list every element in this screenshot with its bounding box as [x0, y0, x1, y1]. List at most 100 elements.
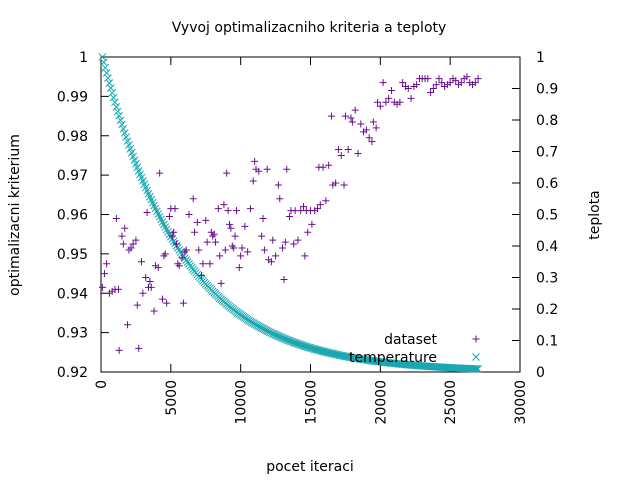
temperature-point — [122, 133, 130, 141]
dataset-point — [191, 228, 199, 236]
x-tick-label: 20000 — [373, 380, 389, 425]
temperature-point — [474, 365, 482, 373]
y-tick-label: 1 — [79, 50, 88, 66]
dataset-point — [399, 79, 407, 87]
dataset-point — [171, 205, 179, 213]
y-tick-label: 0.96 — [57, 208, 88, 224]
dataset-point — [276, 195, 284, 203]
x-axis-ticks: 0 5000 10000 15000 20000 25000 30000 — [94, 57, 529, 425]
dataset-point — [124, 321, 132, 329]
y-tick-label: 0.97 — [57, 168, 88, 184]
dataset-point — [212, 238, 220, 246]
dataset-point — [435, 75, 443, 83]
dataset-point — [463, 73, 471, 81]
dataset-point — [396, 98, 404, 106]
temperature-point — [303, 343, 312, 351]
dataset-point — [300, 203, 308, 211]
dataset-point — [269, 236, 277, 244]
y-tick-label: 0.94 — [57, 286, 88, 302]
dataset-point — [98, 283, 106, 291]
dataset-point — [344, 146, 352, 154]
dataset-point — [165, 212, 173, 220]
dataset-point — [251, 157, 259, 165]
dataset-point — [119, 240, 127, 248]
temperature-point — [287, 337, 295, 346]
dataset-point — [255, 167, 263, 175]
dataset-point — [347, 114, 355, 122]
y2-tick-label: 0.2 — [536, 302, 558, 318]
dataset-point — [374, 98, 382, 106]
dataset-point — [452, 77, 460, 85]
dataset-point — [286, 212, 294, 220]
dataset-point — [280, 275, 288, 283]
legend-label-temperature: temperature — [349, 350, 437, 366]
dataset-point — [301, 252, 309, 260]
temperature-point — [289, 338, 298, 347]
dataset-point — [150, 307, 158, 315]
dataset-point — [244, 248, 252, 256]
dataset-point — [332, 179, 340, 187]
dataset-point — [115, 346, 123, 354]
dataset-point — [313, 205, 321, 213]
dataset-point — [351, 106, 359, 114]
dataset-point — [156, 169, 164, 177]
temperature-point — [299, 341, 308, 350]
dataset-point — [279, 244, 287, 252]
dataset-point — [474, 75, 482, 83]
dataset-point — [429, 85, 437, 92]
dataset-point — [379, 79, 387, 87]
y2-axis-ticks: 0 0.1 0.2 0.3 0.4 0.5 0.6 0.7 0.8 0.9 1 — [512, 50, 558, 381]
temperature-point — [296, 340, 305, 349]
dataset-point — [170, 228, 178, 236]
dataset-point — [337, 151, 345, 159]
x-tick-label: 30000 — [513, 380, 529, 425]
y2-tick-label: 0 — [536, 365, 545, 381]
legend: dataset temperature — [349, 332, 480, 366]
temperature-point — [281, 335, 290, 343]
dataset-point — [202, 216, 210, 224]
temperature-point — [282, 335, 291, 344]
dataset-point — [376, 102, 384, 110]
dataset-point — [210, 230, 218, 238]
dataset-point — [237, 252, 245, 260]
temperature-point — [308, 344, 316, 353]
dataset-point — [388, 86, 396, 94]
dataset-point — [274, 181, 282, 189]
temperature-point — [291, 338, 299, 347]
y-tick-label: 0.98 — [57, 129, 88, 145]
dataset-point — [260, 246, 268, 254]
dataset-point — [206, 260, 214, 268]
temperature-point — [471, 364, 480, 373]
dataset-point — [175, 262, 183, 270]
dataset-point — [438, 79, 446, 87]
temperature-point — [112, 103, 121, 111]
dataset-point — [100, 270, 108, 278]
dataset-point — [294, 236, 302, 244]
dataset-point — [135, 344, 143, 352]
dataset-point — [362, 126, 370, 134]
temperature-point — [284, 336, 293, 345]
legend-marker-temperature — [472, 353, 480, 361]
temperature-point — [294, 339, 302, 348]
dataset-point — [404, 85, 412, 92]
dataset-point — [154, 264, 162, 272]
temperature-point — [106, 84, 115, 92]
temperature-point — [99, 58, 108, 67]
temperature-point — [104, 74, 112, 82]
y-tick-label: 0.95 — [57, 247, 88, 263]
dataset-point — [407, 94, 415, 102]
temperature-point — [164, 228, 172, 236]
dataset-point — [267, 258, 275, 266]
dataset-point — [189, 195, 197, 203]
dataset-point — [259, 214, 267, 222]
dataset-point — [193, 218, 201, 226]
dataset-point — [340, 181, 348, 189]
legend-marker-temperature-glyph — [472, 353, 480, 361]
temperature-point — [120, 129, 129, 137]
dataset-point — [238, 244, 246, 252]
y2-tick-label: 0.1 — [536, 334, 558, 350]
temperature-point — [298, 341, 306, 350]
dataset-point — [146, 277, 154, 285]
dataset-point — [372, 124, 380, 132]
